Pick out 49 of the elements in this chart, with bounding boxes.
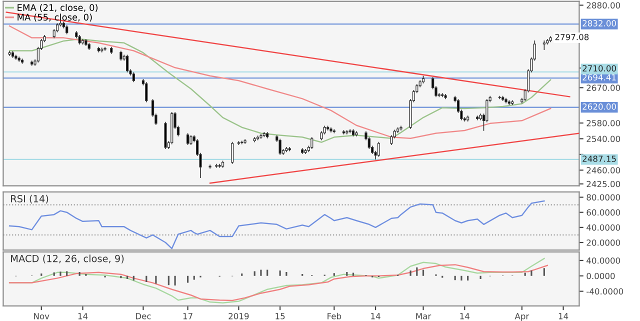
legend-label: EMA (21, close, 0) [18,4,98,12]
candlestick [377,141,380,158]
y-tick-label: 2425.00 [586,180,620,188]
y-tick-label: 2580.00 [586,120,620,126]
x-tick-label: Apr [514,313,530,321]
candlestick [78,34,81,45]
candlestick [190,134,192,146]
y-tick-label: -40.0000 [586,288,624,295]
x-tick-label: 14 [78,313,88,320]
y-tick-label: 2460.00 [586,167,620,174]
x-tick-label: 14 [371,313,380,320]
candlestick [164,121,167,150]
x-tick-label: 14 [460,313,470,320]
y-tick-label: 40.0000 [586,224,620,231]
candlestick [126,54,129,73]
candlestick [120,50,122,62]
candlestick [186,132,190,146]
annotation: 2797.08 [555,34,589,40]
y-tick-label: 20.0000 [586,239,620,246]
ref-line-label: 2710.00 [582,65,616,72]
ref-line-label: 2694.41 [582,74,616,81]
candlestick [66,24,68,35]
x-tick-label: 17 [183,313,192,320]
ref-line-label: 2832.00 [582,20,616,26]
line-series [8,264,548,302]
y-tick-label: 2670.00 [586,84,620,91]
y-tick-label: 0.0000 [586,272,615,280]
ref-line-label: 2620.00 [582,103,616,110]
candlestick [231,141,234,164]
y-tick-label: 60.0000 [586,209,620,216]
x-tick-label: Mar [416,313,432,320]
y-tick-label: 2880.00 [586,2,620,8]
y-tick-label: 2540.00 [586,136,620,142]
x-tick-label: Dec [136,313,151,320]
candlestick [145,82,148,103]
x-tick-label: 14 [558,313,568,320]
candlestick [278,138,282,156]
chart-title: RSI (14) [11,194,48,204]
y-tick-label: 80.0000 [586,194,620,201]
x-tick-label: 15 [276,313,285,320]
ref-line-label: 2487.15 [582,156,616,162]
candlestick [132,72,135,83]
x-tick-label: 2019 [228,313,249,320]
chart-title: MACD (12, 26, close, 9) [11,254,124,264]
x-tick-label: Feb [328,312,342,320]
x-tick-label: Nov [34,313,50,320]
y-tick-label: 40.0000 [586,257,620,264]
candlestick [310,136,314,150]
candlestick [542,40,546,50]
